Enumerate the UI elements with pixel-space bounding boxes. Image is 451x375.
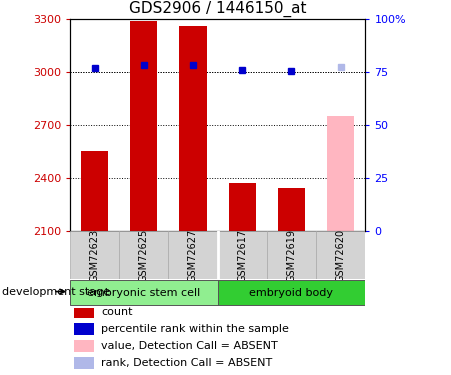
Text: embryonic stem cell: embryonic stem cell — [87, 288, 200, 297]
Text: GSM72625: GSM72625 — [139, 228, 149, 282]
Text: GSM72617: GSM72617 — [237, 228, 247, 282]
Bar — [74, 340, 94, 352]
Bar — [130, 21, 157, 231]
Bar — [81, 151, 108, 231]
Text: GSM72623: GSM72623 — [89, 228, 100, 282]
Title: GDS2906 / 1446150_at: GDS2906 / 1446150_at — [129, 1, 306, 17]
Text: GSM72627: GSM72627 — [188, 228, 198, 282]
Text: embryoid body: embryoid body — [249, 288, 333, 297]
Bar — [70, 231, 119, 279]
Bar — [217, 231, 267, 279]
Text: count: count — [101, 307, 133, 317]
Text: GSM72620: GSM72620 — [336, 228, 346, 282]
Bar — [179, 26, 207, 231]
Bar — [74, 323, 94, 335]
Bar — [70, 280, 217, 305]
Bar — [316, 231, 365, 279]
Text: GSM72619: GSM72619 — [286, 228, 296, 282]
Bar — [229, 183, 256, 231]
Text: value, Detection Call = ABSENT: value, Detection Call = ABSENT — [101, 341, 278, 351]
Text: percentile rank within the sample: percentile rank within the sample — [101, 324, 289, 334]
Bar — [267, 231, 316, 279]
Bar — [217, 280, 365, 305]
Bar — [74, 357, 94, 369]
Bar — [168, 231, 217, 279]
Bar — [327, 116, 354, 231]
Text: rank, Detection Call = ABSENT: rank, Detection Call = ABSENT — [101, 358, 272, 368]
Bar — [278, 188, 305, 231]
Bar — [74, 306, 94, 318]
Bar — [119, 231, 168, 279]
Text: development stage: development stage — [2, 287, 110, 297]
